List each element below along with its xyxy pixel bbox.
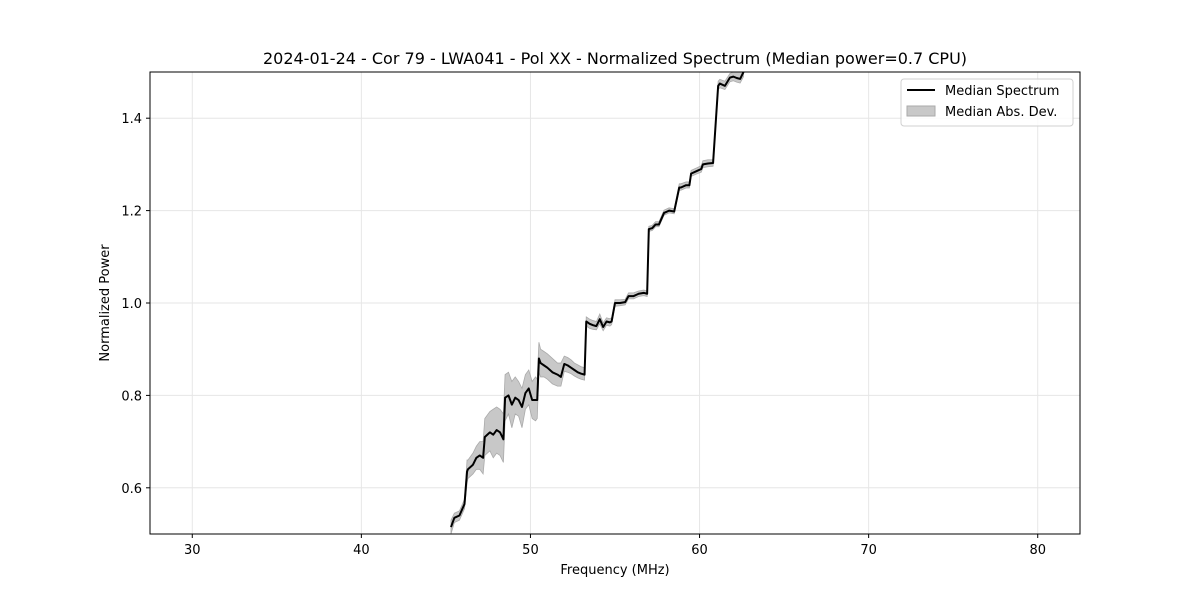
- y-axis-label: Normalized Power: [98, 244, 113, 362]
- x-tick-label: 70: [860, 543, 877, 558]
- legend-band-swatch: [906, 105, 936, 117]
- y-tick-label: 1.2: [121, 205, 142, 220]
- y-tick-label: 0.6: [121, 482, 142, 497]
- chart-title: 2024-01-24 - Cor 79 - LWA041 - Pol XX - …: [263, 49, 967, 68]
- x-tick-label: 30: [184, 543, 201, 558]
- legend-box: [900, 78, 1074, 127]
- y-tick-label: 1.4: [121, 112, 142, 127]
- x-tick-label: 40: [353, 543, 370, 558]
- x-tick-label: 80: [1029, 543, 1046, 558]
- plot-data: [450, 72, 745, 534]
- x-tick-label: 50: [522, 543, 539, 558]
- x-axis-label: Frequency (MHz): [560, 563, 669, 578]
- legend-label-median-abs-dev: Median Abs. Dev.: [945, 105, 1057, 120]
- legend-label-median-spectrum: Median Spectrum: [945, 84, 1059, 99]
- median-spectrum-line: [450, 72, 745, 528]
- y-tick-label: 1.0: [121, 297, 142, 312]
- y-tick-label: 0.8: [121, 389, 142, 404]
- x-tick-label: 60: [691, 543, 708, 558]
- legend: Median Spectrum Median Abs. Dev.: [900, 78, 1074, 127]
- axis-ticks: 30 40 50 60 70 80 0.6 0.8 1.0 1.2 1.4: [121, 112, 1046, 558]
